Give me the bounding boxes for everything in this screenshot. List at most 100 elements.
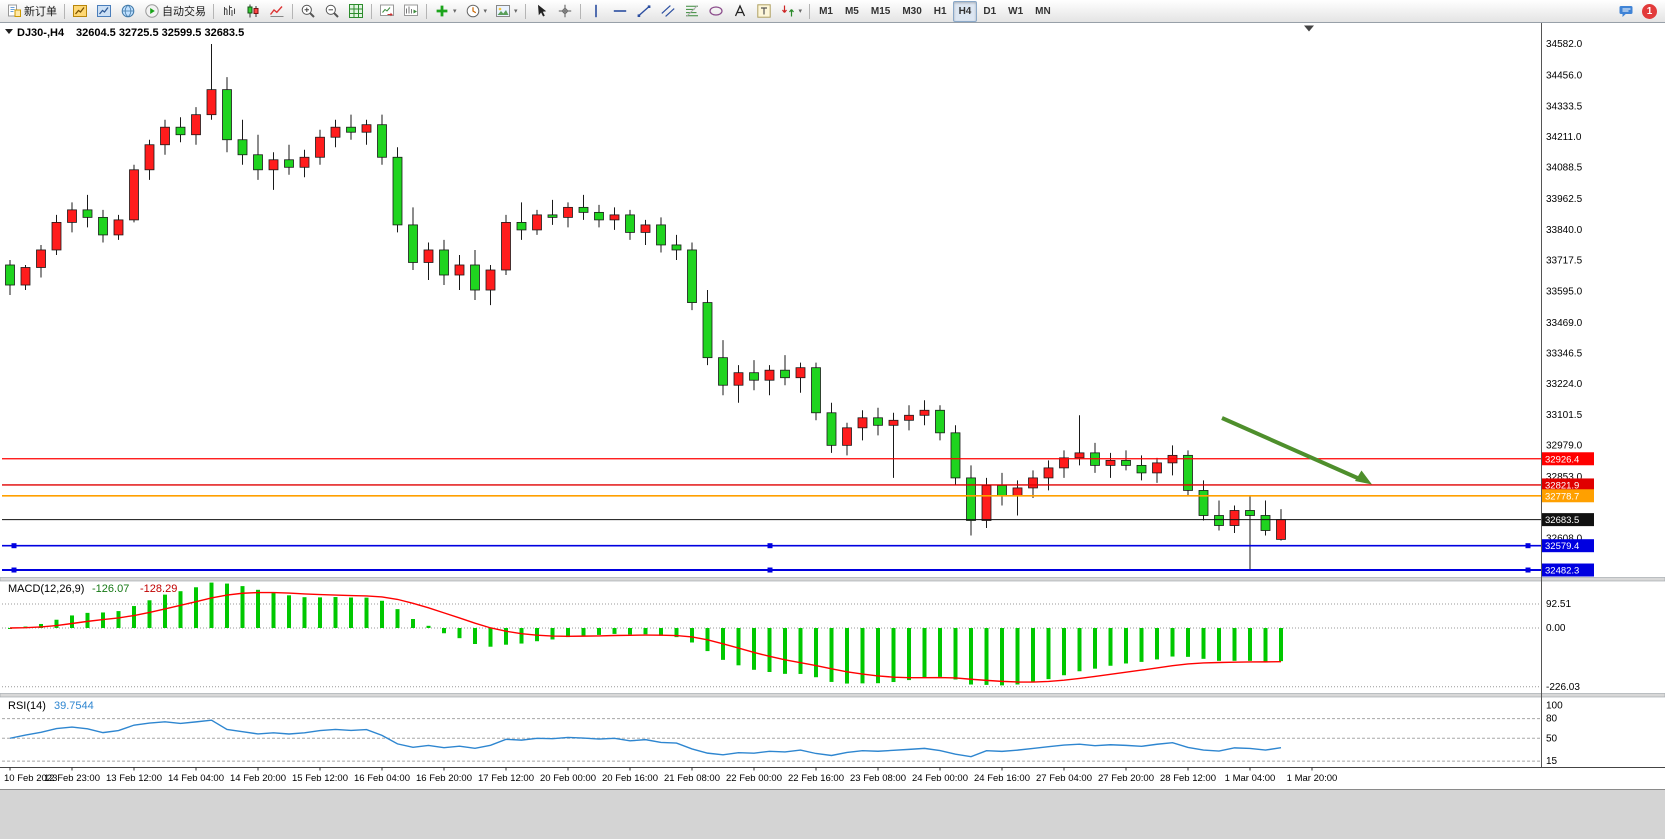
macd-histogram-bar: [628, 628, 632, 635]
candle: [222, 89, 232, 141]
data-window-button[interactable]: [116, 1, 140, 22]
macd-histogram-bar: [876, 628, 880, 684]
macd-histogram-bar: [225, 583, 229, 628]
new-order-button[interactable]: 新订单: [2, 1, 61, 22]
macd-histogram-bar: [1031, 628, 1035, 683]
price-axis-label: 33962.5: [1546, 194, 1583, 205]
profiles-button[interactable]: [92, 1, 116, 22]
timeframe-h1-button[interactable]: H1: [933, 5, 947, 17]
macd-histogram-bar: [519, 628, 524, 644]
line-handle[interactable]: [11, 543, 17, 549]
line-handle[interactable]: [1525, 543, 1531, 549]
macd-histogram-bar: [302, 597, 307, 628]
macd-histogram-bar: [736, 628, 741, 666]
vertical-line-button[interactable]: [584, 1, 608, 22]
macd-histogram-bar: [132, 606, 136, 628]
line-handle[interactable]: [1525, 567, 1531, 573]
new-chart-button[interactable]: [68, 1, 92, 22]
timeframe-m1-button[interactable]: M1: [819, 5, 833, 17]
vertical-line-icon: [588, 3, 604, 19]
trend-arrow-annotation[interactable]: [1221, 416, 1363, 482]
templates-button[interactable]: ▾: [491, 1, 522, 22]
time-axis-label: 16 Feb 04:00: [354, 773, 410, 784]
zoom-in-button[interactable]: [296, 1, 320, 22]
crosshair-button[interactable]: [553, 1, 577, 22]
zoom-out-button[interactable]: [320, 1, 344, 22]
macd-histogram-bar: [364, 597, 369, 628]
panel-splitter[interactable]: [0, 577, 1665, 582]
macd-histogram-bar: [504, 628, 508, 645]
macd-histogram-bar: [287, 595, 291, 628]
line-handle[interactable]: [11, 567, 17, 573]
price-axis-label: 32608.0: [1546, 534, 1583, 545]
cursor-button[interactable]: [529, 1, 553, 22]
candle: [1028, 477, 1038, 489]
macd-histogram-bar: [612, 628, 617, 634]
candle: [346, 126, 356, 133]
macd-histogram-bar: [1108, 628, 1113, 666]
macd-histogram-bar: [1077, 628, 1082, 672]
candle: [113, 219, 124, 236]
panel-splitter[interactable]: [0, 693, 1665, 698]
timeframe-mn-button[interactable]: MN: [1035, 5, 1051, 17]
candlestick-chart-button[interactable]: [241, 1, 265, 22]
indicators-plus-icon: [434, 3, 450, 19]
periods-button[interactable]: ▾: [461, 1, 492, 22]
chart-shift-button[interactable]: [399, 1, 423, 22]
price-axis-label: 34582.0: [1546, 39, 1583, 50]
autotrading-button[interactable]: 自动交易: [140, 1, 210, 22]
chart-collapse-icon[interactable]: [5, 29, 13, 34]
macd-histogram-bar: [969, 628, 973, 685]
macd-histogram-bar: [550, 628, 555, 640]
time-axis-label: 24 Feb 16:00: [974, 773, 1030, 784]
macd-histogram-bar: [116, 611, 121, 628]
candle: [795, 367, 806, 379]
line-handle[interactable]: [767, 567, 773, 573]
macd-histogram-bar: [8, 628, 12, 629]
autotrading-button-label: 自动交易: [162, 6, 206, 18]
timeframe-m5-button[interactable]: M5: [844, 5, 859, 17]
channel-button[interactable]: [656, 1, 680, 22]
line-handle[interactable]: [767, 543, 773, 549]
macd-histogram-bar: [178, 591, 183, 628]
timeframe-w1-button[interactable]: W1: [1008, 5, 1024, 17]
price-tag-label: 32482.3: [1545, 566, 1579, 577]
time-axis-label: 1 Mar 20:00: [1287, 773, 1338, 784]
macd-histogram-bar: [39, 623, 43, 628]
macd-axis-label: 92.51: [1546, 599, 1571, 610]
timeframe-h4-button[interactable]: H4: [952, 0, 978, 22]
text-label-button[interactable]: [752, 1, 776, 22]
horizontal-line-button[interactable]: [608, 1, 632, 22]
text-button[interactable]: [728, 1, 752, 22]
horizontal-line-icon: [612, 3, 628, 19]
macd-histogram-bar: [566, 628, 570, 638]
candle: [1136, 464, 1147, 474]
macd-histogram-bar: [1124, 628, 1128, 664]
tile-windows-button[interactable]: [344, 1, 368, 22]
bar-chart-button[interactable]: [217, 1, 241, 22]
candle: [191, 114, 201, 136]
timeframe-d1-button[interactable]: D1: [983, 5, 997, 17]
trendline-button[interactable]: [632, 1, 656, 22]
timeframe-m15-button[interactable]: M15: [870, 5, 891, 17]
timeframe-m30-button[interactable]: M30: [902, 5, 922, 17]
toolbar-separator: [524, 3, 526, 19]
fibonacci-button[interactable]: [680, 1, 704, 22]
notification-badge[interactable]: 1: [1642, 3, 1657, 19]
candle: [175, 126, 186, 136]
price-axis-label: 33717.5: [1546, 256, 1583, 267]
indicators-button[interactable]: ▾: [430, 1, 461, 22]
profiles-icon: [96, 3, 112, 19]
chart-shift-marker[interactable]: [1304, 25, 1314, 32]
candle: [1276, 519, 1286, 540]
arrow-objects-button[interactable]: ▾: [776, 1, 807, 22]
ellipse-icon: [708, 3, 724, 19]
candle: [733, 372, 744, 386]
macd-histogram-bar: [349, 597, 353, 628]
auto-scroll-button[interactable]: [375, 1, 399, 22]
chat-button[interactable]: [1614, 1, 1638, 22]
line-chart-button[interactable]: [265, 1, 289, 22]
shapes-button[interactable]: [704, 1, 728, 22]
time-axis-label: 27 Feb 20:00: [1098, 773, 1154, 784]
